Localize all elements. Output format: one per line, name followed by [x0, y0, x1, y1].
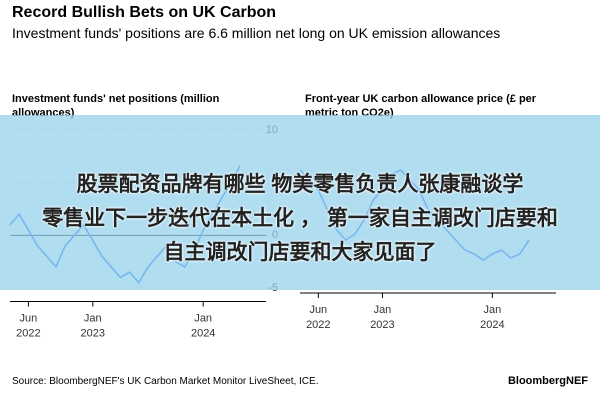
overlay-text: 自主调改门店要和大家见面了	[163, 241, 437, 264]
x-tick-label: Jan 2024	[191, 312, 215, 339]
x-tick-label: Jun 2022	[16, 312, 40, 339]
overlay-text: 零售业下一步迭代在本土化 ， 第一家自主调改门店要和	[42, 207, 558, 230]
x-tick-label: Jan 2023	[370, 304, 394, 331]
subtitle: Investment funds' positions are 6.6 mill…	[12, 25, 501, 41]
x-tick-label: Jan 2024	[480, 304, 504, 331]
overlay-text: 股票配资品牌有哪些 物美零售负责人张康融谈学	[76, 173, 524, 196]
overlay-banner	[0, 115, 600, 290]
title: Record Bullish Bets on UK Carbon	[12, 4, 277, 21]
x-tick-label: Jun 2022	[306, 304, 330, 331]
x-tick-label: Jan 2023	[81, 312, 105, 339]
brand: BloombergNEF	[507, 375, 588, 387]
source: Source: BloombergNEF's UK Carbon Market …	[12, 376, 319, 387]
